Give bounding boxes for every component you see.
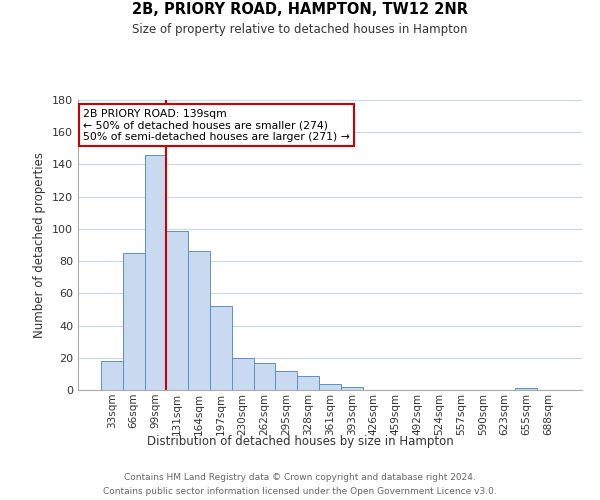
Text: Contains public sector information licensed under the Open Government Licence v3: Contains public sector information licen… (103, 488, 497, 496)
Bar (188, 252, 210, 390)
Bar (210, 306, 232, 390)
Text: Size of property relative to detached houses in Hampton: Size of property relative to detached ho… (132, 22, 468, 36)
Text: 2B PRIORY ROAD: 139sqm
← 50% of detached houses are smaller (274)
50% of semi-de: 2B PRIORY ROAD: 139sqm ← 50% of detached… (83, 108, 350, 142)
Bar (145, 155, 166, 390)
Bar (297, 376, 319, 390)
Text: Contains HM Land Registry data © Crown copyright and database right 2024.: Contains HM Land Registry data © Crown c… (124, 472, 476, 482)
Bar (319, 384, 341, 390)
Text: 2B, PRIORY ROAD, HAMPTON, TW12 2NR: 2B, PRIORY ROAD, HAMPTON, TW12 2NR (132, 2, 468, 18)
Bar (101, 361, 123, 390)
Bar (166, 230, 188, 390)
Bar (123, 253, 145, 390)
Bar (232, 358, 254, 390)
Bar (515, 388, 537, 390)
Y-axis label: Number of detached properties: Number of detached properties (34, 152, 46, 338)
Bar (254, 362, 275, 390)
Bar (341, 387, 363, 390)
Text: Distribution of detached houses by size in Hampton: Distribution of detached houses by size … (146, 435, 454, 448)
Bar (275, 370, 297, 390)
